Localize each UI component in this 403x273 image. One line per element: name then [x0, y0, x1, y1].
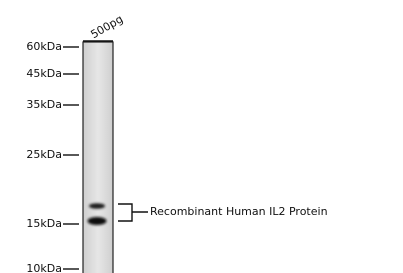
marker-label: 60kDa	[26, 40, 62, 53]
band	[88, 217, 107, 225]
western-blot: 500pg Recombinant Human IL2 Protein 60kD…	[0, 0, 403, 273]
marker-label: 35kDa	[26, 98, 62, 111]
marker-label: 25kDa	[26, 148, 62, 161]
lane	[83, 42, 113, 273]
band-annotation: Recombinant Human IL2 Protein	[150, 205, 328, 218]
marker-label: 45kDa	[26, 67, 62, 80]
marker-label: 15kDa	[26, 217, 62, 230]
band	[89, 203, 105, 209]
marker-label: 10kDa	[26, 262, 62, 273]
